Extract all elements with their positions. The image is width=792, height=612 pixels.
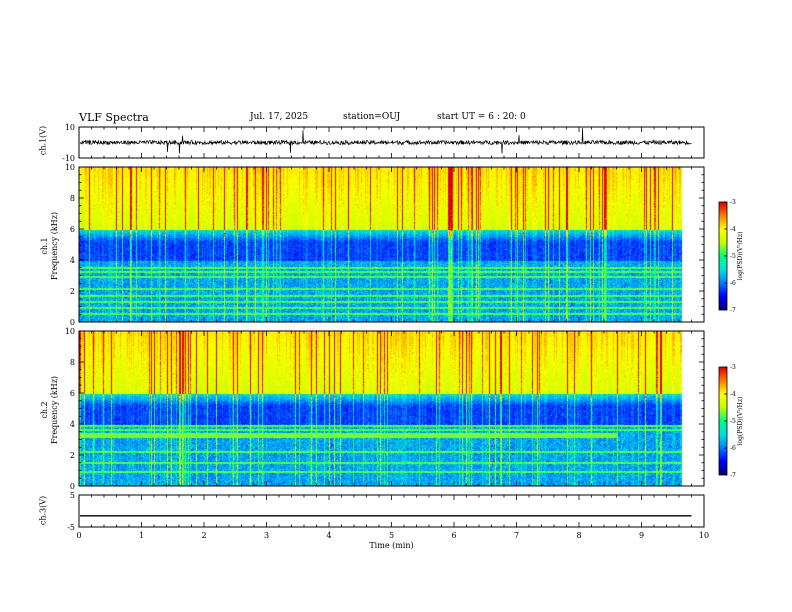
ch1-waveform-trace [79,127,692,154]
x-tick-label: 3 [264,531,269,540]
figure-title: VLF Spectra [79,111,149,124]
station-label: station=OUJ [343,112,401,122]
date-label: Jul. 17, 2025 [250,112,309,122]
ch2-spectrogram-ytick-label: 2 [70,451,75,460]
ch1-colorbar-tick-label: -4 [730,226,736,233]
ch1-colorbar-label: log(PSD)(V²/Hz) [737,232,744,281]
ch1-spectrogram-ytick-label: 10 [65,163,75,172]
x-tick-label: 9 [639,531,644,540]
ch1-spectrogram-ytick-label: 4 [70,256,75,265]
ch2-spectrogram-ytick-label: 6 [70,389,75,398]
ch1-spectrogram-ytick-label: 6 [70,225,75,234]
ch2-colorbar-tick-label: -5 [730,418,736,425]
ch1-spectrogram-ytick-label: 8 [70,194,75,203]
x-tick-label: 8 [576,531,581,540]
ch1-waveform-ytick-label: 10 [65,123,75,132]
ch1-spectrogram-image [79,167,694,322]
ch1-colorbar-tick-label: -5 [730,253,736,260]
x-tick-label: 5 [389,531,394,540]
ch2-colorbar-image [719,367,727,475]
x-tick-label: 2 [201,531,206,540]
ch1-spectrogram-ytick-label: 2 [70,287,75,296]
ch2-spectrogram-ytick-label: 0 [70,482,75,491]
ch1-colorbar-image [719,202,727,310]
ch2-colorbar-tick-label: -7 [730,472,736,479]
ch2-spectrogram-frame [78,330,705,487]
ch2-spectrogram-ytick-label: 10 [65,327,75,336]
x-tick-label: 7 [514,531,519,540]
ch2-colorbar-label: log(PSD)(V²/Hz) [737,397,744,446]
ch3-waveform-ytick-label: 5 [70,491,75,500]
x-tick-label: 4 [326,531,331,540]
ch2-colorbar-tick-label: -6 [730,445,736,452]
x-tick-label: 10 [699,531,709,540]
ch2-spectrogram-ytick-label: 4 [70,420,75,429]
ch1-colorbar-tick-label: -3 [730,199,736,206]
x-tick-label: 1 [139,531,144,540]
x-axis-label: Time (min) [369,541,413,550]
ch1-waveform-ytick-label: -10 [62,154,75,163]
x-tick-label: 0 [76,531,81,540]
ch2-colorbar-tick-label: -4 [730,391,736,398]
ch1-colorbar-tick-label: -6 [730,280,736,287]
start-time-label: start UT = 6 : 20: 0 [437,112,526,122]
x-tick-label: 6 [451,531,456,540]
ch2-colorbar-tick-label: -3 [730,364,736,371]
ch3-waveform-ytick-label: -5 [67,523,75,532]
ch2-spectrogram-image [79,331,694,486]
ch2-spectrogram-ytick-label: 8 [70,358,75,367]
ch1-colorbar-tick-label: -7 [730,307,736,314]
ch1-spectrogram-frame [78,166,705,323]
ch1-spectrogram-ytick-label: 0 [70,318,75,327]
